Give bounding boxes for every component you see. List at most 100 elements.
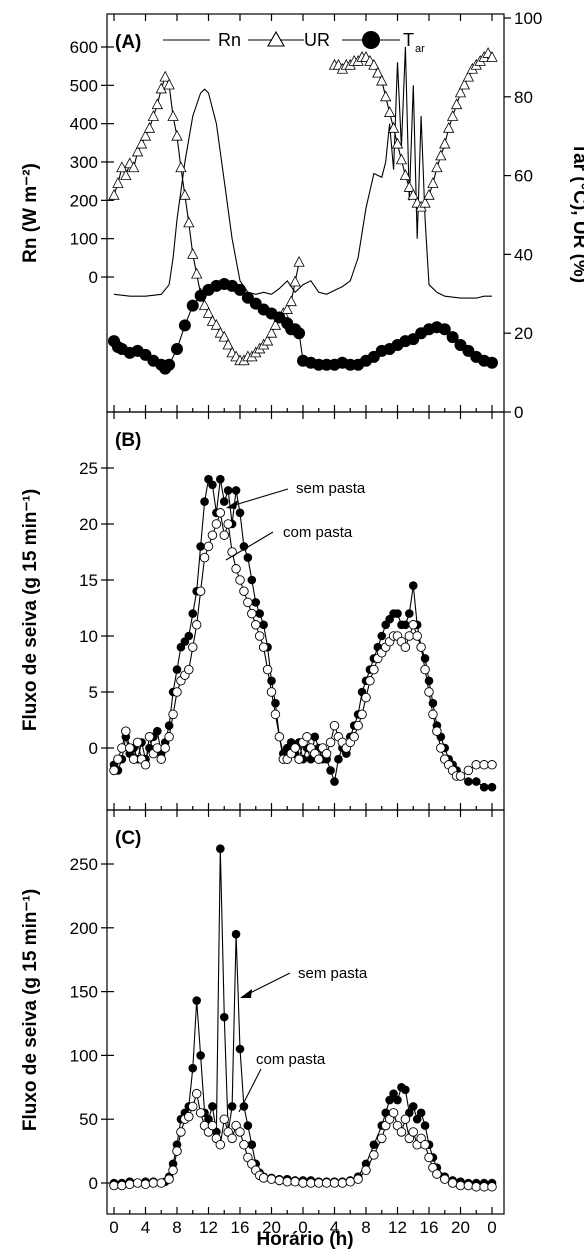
y-tick-label: 100 [70, 230, 98, 249]
point-ur [128, 161, 140, 173]
point-com-pasta [124, 743, 135, 753]
point-tar [438, 323, 451, 336]
panel-c-sem-pasta-arrowhead-icon [240, 989, 252, 998]
point-tar [293, 327, 306, 340]
point-ur [423, 188, 435, 200]
point-com-pasta [207, 530, 218, 540]
point-ur [175, 161, 187, 173]
point-sem-pasta [464, 777, 473, 786]
panel-b-com-pasta-annotation: com pasta [283, 524, 353, 541]
point-com-pasta [164, 1174, 174, 1184]
point-tar [234, 283, 246, 296]
y-tick-label: 200 [70, 191, 98, 210]
y-tick-label: 500 [70, 76, 98, 95]
point-sem-pasta [223, 486, 233, 495]
point-com-pasta [353, 720, 363, 731]
point-com-pasta [325, 737, 336, 748]
point-sem-pasta [219, 497, 229, 506]
point-ur [289, 275, 301, 287]
point-sem-pasta [401, 1085, 410, 1095]
point-ur [108, 188, 120, 200]
point-ur [458, 78, 471, 90]
point-ur [383, 106, 396, 117]
right-y-tick-label: 40 [514, 245, 533, 264]
point-ur [261, 334, 274, 346]
point-sem-pasta [251, 598, 261, 607]
point-sem-pasta [377, 631, 387, 641]
point-com-pasta [369, 1150, 379, 1160]
point-sem-pasta [227, 1102, 237, 1111]
point-com-pasta [117, 743, 127, 753]
point-com-pasta [349, 732, 359, 742]
point-com-pasta [219, 530, 229, 540]
point-sem-pasta [153, 726, 162, 736]
point-com-pasta [195, 1108, 206, 1118]
point-ur [210, 318, 223, 330]
point-ur [167, 110, 179, 121]
point-sem-pasta [487, 782, 497, 792]
point-com-pasta [400, 642, 411, 652]
point-ur [439, 137, 451, 149]
point-com-pasta [270, 709, 281, 720]
panel-a-left-ylabel: Rn (W m⁻²) [20, 163, 41, 263]
point-ur [450, 98, 463, 110]
point-com-pasta [199, 552, 210, 563]
point-com-pasta [187, 1101, 198, 1112]
point-com-pasta [432, 1169, 442, 1179]
point-ur [443, 121, 455, 133]
point-sem-pasta [479, 782, 489, 792]
panel-c-frame [106, 809, 505, 1215]
point-sem-pasta [243, 553, 253, 562]
point-ur [486, 51, 498, 62]
point-sem-pasta [330, 777, 339, 786]
point-com-pasta [184, 1111, 194, 1122]
point-ur [187, 248, 199, 259]
point-com-pasta [266, 1174, 277, 1184]
point-ur [183, 216, 195, 228]
point-com-pasta [132, 737, 143, 748]
point-com-pasta [396, 1127, 407, 1137]
point-com-pasta [207, 1120, 218, 1131]
point-ur [269, 318, 282, 330]
point-ur [131, 145, 144, 157]
panel-b-label: (B) [115, 430, 141, 451]
x-tick-label: 4 [330, 1218, 339, 1237]
point-ur [159, 70, 171, 82]
point-com-pasta [424, 1152, 434, 1163]
right-y-tick-label: 0 [514, 403, 523, 422]
point-com-pasta [329, 1178, 340, 1188]
point-com-pasta [404, 631, 415, 641]
legend-tar-label: T [403, 30, 414, 50]
point-com-pasta [144, 732, 155, 742]
point-com-pasta [215, 1139, 226, 1150]
point-com-pasta [219, 1114, 229, 1124]
y-tick-label: 250 [70, 855, 98, 874]
panel-a-x-ticks [113, 14, 493, 412]
point-com-pasta [239, 586, 249, 596]
point-ur [151, 98, 163, 110]
x-tick-label: 16 [231, 1218, 250, 1237]
point-ur [163, 78, 175, 90]
point-com-pasta [361, 692, 371, 703]
point-com-pasta [440, 1174, 450, 1184]
point-tar [171, 342, 183, 355]
point-com-pasta [231, 564, 241, 574]
panel-c-x-ticks: 0 4 8 12 16 20 0 4 8 12 16 20 0 [109, 810, 497, 1237]
y-tick-label: 10 [79, 627, 98, 646]
point-com-pasta [274, 1175, 285, 1186]
point-com-pasta [117, 1180, 127, 1191]
series-line-sem-pasta [114, 848, 492, 1184]
point-sem-pasta [231, 929, 241, 939]
point-com-pasta [314, 754, 324, 764]
point-com-pasta [113, 754, 123, 764]
point-ur [285, 295, 297, 307]
point-sem-pasta [196, 1051, 205, 1060]
series-line-rn [113, 46, 492, 299]
point-com-pasta [487, 1182, 497, 1192]
point-com-pasta [416, 642, 426, 652]
panel-b: (B) 0 5 10 15 20 25 Fluxo de seiva (g 15 min⁻… [20, 411, 505, 811]
point-com-pasta [215, 508, 226, 518]
point-com-pasta [140, 1179, 151, 1190]
point-ur [403, 181, 415, 192]
